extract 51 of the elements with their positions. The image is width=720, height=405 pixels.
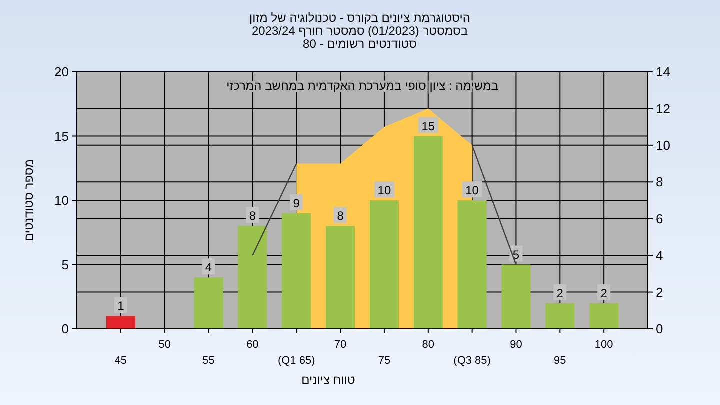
y2-tick-label: 14 xyxy=(656,64,670,80)
bar xyxy=(282,213,312,329)
bar xyxy=(106,316,136,329)
y2-tick-label: 12 xyxy=(656,101,670,116)
y2-tick-label: 0 xyxy=(656,322,664,337)
y2-tick-label: 2 xyxy=(656,284,664,300)
y-tick-label: 5 xyxy=(62,257,69,272)
bar xyxy=(590,303,619,329)
bar xyxy=(194,278,224,329)
bar xyxy=(238,226,268,329)
x-tick-label: 60 xyxy=(246,339,259,351)
x-tick-label: 55 xyxy=(202,355,215,367)
bar xyxy=(414,136,443,329)
data-label: 2 xyxy=(556,286,564,300)
x-tick-label: 70 xyxy=(334,339,347,351)
bar xyxy=(546,303,575,329)
y2-tick-label: 10 xyxy=(656,138,670,153)
chart-title: היסטוגרמת ציונים בקורס - טכנולוגיה של מזון xyxy=(250,11,470,25)
x-axis-title: טווח ציונים xyxy=(302,373,356,387)
data-label: 2 xyxy=(600,286,608,300)
x-tick-label: 100 xyxy=(594,339,614,351)
bar xyxy=(326,226,356,329)
y-tick-label: 10 xyxy=(54,193,69,208)
data-label: 15 xyxy=(422,119,436,134)
data-label: 8 xyxy=(337,209,344,224)
data-label: 5 xyxy=(512,248,520,262)
bar xyxy=(458,200,487,329)
bar xyxy=(370,200,399,329)
x-tick-label: 95 xyxy=(554,355,566,367)
y2-tick-label: 6 xyxy=(656,211,664,226)
x-tick-label: (Q1 65) xyxy=(278,355,316,367)
y-tick-label: 0 xyxy=(62,322,69,337)
x-tick-label: 50 xyxy=(158,339,171,351)
x-tick-label: (Q3 85) xyxy=(454,355,491,367)
x-tick-label: 75 xyxy=(378,355,391,367)
x-tick-label: 80 xyxy=(422,339,435,351)
data-label: 10 xyxy=(378,184,392,198)
y-tick-label: 15 xyxy=(54,128,69,144)
data-label: 1 xyxy=(118,299,125,314)
chart-subtitle: בסמסטר (01/2023) סמסטר חורף 2023/24 סטודנטים רשומים - 80 xyxy=(252,24,468,51)
x-tick-label: 90 xyxy=(510,339,522,351)
data-label: 10 xyxy=(466,184,480,198)
bar xyxy=(502,264,531,329)
y2-tick-label: 8 xyxy=(656,174,664,190)
y-axis-title: מספר סטודנטים xyxy=(22,159,36,242)
data-label: 8 xyxy=(249,209,256,224)
y-tick-label: 20 xyxy=(54,64,69,80)
data-label: 4 xyxy=(205,260,212,275)
x-tick-label: 45 xyxy=(114,355,128,367)
data-label: 9 xyxy=(293,196,300,210)
y2-tick-label: 4 xyxy=(656,248,664,264)
